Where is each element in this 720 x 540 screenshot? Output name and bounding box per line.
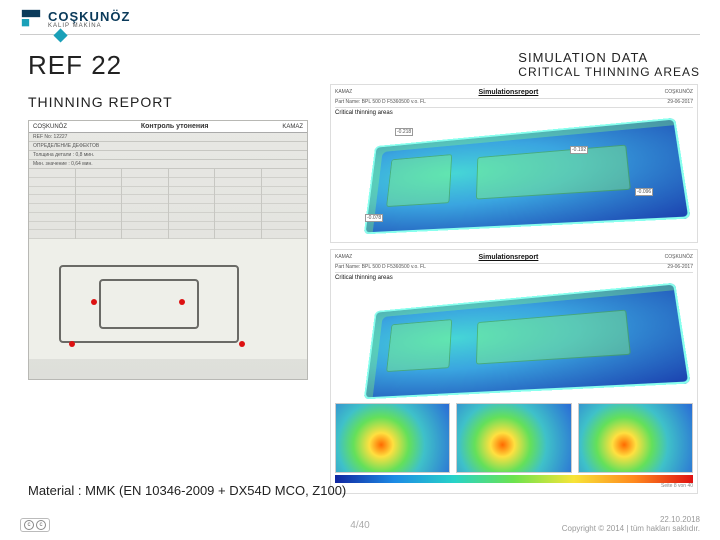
scan-diagram (29, 239, 307, 359)
page-subtitle: THINNING REPORT (28, 94, 173, 110)
brand-name: COŞKUNÖZ (48, 10, 130, 23)
sim-section-label: Critical thinning areas (335, 108, 693, 118)
scan-title: Контроль утонения (141, 123, 209, 130)
simulation-panel: KAMAZ Simulationsreport COŞKUNÖZ Part Name:… (330, 84, 698, 243)
defect-dot (179, 299, 185, 305)
axis-triad-icon (673, 218, 689, 234)
sim-vendor: KAMAZ (335, 254, 352, 261)
sim-detail-row (335, 403, 693, 473)
sim-detail-view (335, 403, 450, 473)
page-number: 4/40 (350, 520, 369, 531)
scan-row: ОПРЕДЕЛЕНИЕ ДЕФЕКТОВ (29, 142, 307, 151)
footer-right: 22.10.2018 Copyright © 2014 | tüm haklar… (562, 516, 700, 534)
sim-meta-right: 29-06-2017 (667, 264, 693, 270)
scan-row: Толщина детали : 0,8 мин. (29, 151, 307, 160)
sim-meta-left: Part Name: BPL 500 D F5360500 v.o. FL (335, 264, 426, 270)
page-title: REF 22 (28, 50, 122, 81)
sim-report-title: Simulationsreport (478, 254, 538, 261)
footer-copyright: Copyright © 2014 | tüm hakları saklıdır. (562, 525, 700, 534)
sim-brand-right: COŞKUNÖZ (665, 89, 693, 96)
scan-header: COŞKUNÖZ Контроль утонения KAMAZ (29, 121, 307, 133)
cc-license-icon: cc (20, 518, 50, 532)
defect-dot (69, 341, 75, 347)
sim-footer-note: Seite 8 von 40 (335, 483, 693, 489)
thinning-callout: -0.096 (635, 188, 653, 196)
sim-render (335, 283, 693, 403)
header-rule (20, 34, 700, 35)
thinning-callout: -0.192 (570, 146, 588, 154)
scan-badge-left: COŞKUNÖZ (33, 124, 67, 130)
thinning-callout: -0.218 (395, 128, 413, 136)
sim-vendor: KAMAZ (335, 89, 352, 96)
sim-brand-right: COŞKUNÖZ (665, 254, 693, 261)
scan-table (29, 169, 307, 239)
sim-detail-view (578, 403, 693, 473)
header: COŞKUNÖZ KALIP MAKİNA (0, 0, 720, 34)
defect-dot (91, 299, 97, 305)
footer: cc 4/40 22.10.2018 Copyright © 2014 | tü… (0, 510, 720, 540)
sim-meta-right: 29-06-2017 (667, 99, 693, 105)
thinning-callout: -0.078 (365, 214, 383, 222)
scan-badge-right: KAMAZ (282, 124, 303, 130)
color-scale-bar (335, 475, 693, 483)
sim-report-title: Simulationsreport (478, 89, 538, 96)
simulation-heading-line2: CRITICAL THINNING AREAS (518, 65, 700, 79)
title-row: REF 22 SIMULATION DATA CRITICAL THINNING… (28, 50, 700, 81)
sim-meta-left: Part Name: BPL 500 D F5360500 v.o. FL (335, 99, 426, 105)
sim-render: -0.218 -0.192 -0.096 -0.078 (335, 118, 693, 238)
simulation-heading-line1: SIMULATION DATA (518, 50, 700, 65)
simulation-panels: KAMAZ Simulationsreport COŞKUNÖZ Part Name:… (330, 84, 698, 500)
simulation-heading: SIMULATION DATA CRITICAL THINNING AREAS (518, 50, 700, 81)
material-note: Material : MMK (EN 10346-2009 + DX54D MC… (28, 483, 346, 498)
scan-row: REF No: 12227 (29, 133, 307, 142)
brand-logo-text: COŞKUNÖZ KALIP MAKİNA (48, 10, 130, 29)
scan-row: Мин. значение : 0,64 мин. (29, 160, 307, 169)
sim-detail-view (456, 403, 571, 473)
brand-logo-icon (20, 8, 42, 30)
scan-form: COŞKUNÖZ Контроль утонения KAMAZ REF No:… (28, 120, 308, 380)
sim-section-label: Critical thinning areas (335, 273, 693, 283)
simulation-panel: KAMAZ Simulationsreport COŞKUNÖZ Part Name:… (330, 249, 698, 494)
defect-dot (239, 341, 245, 347)
axis-triad-icon (673, 383, 689, 399)
